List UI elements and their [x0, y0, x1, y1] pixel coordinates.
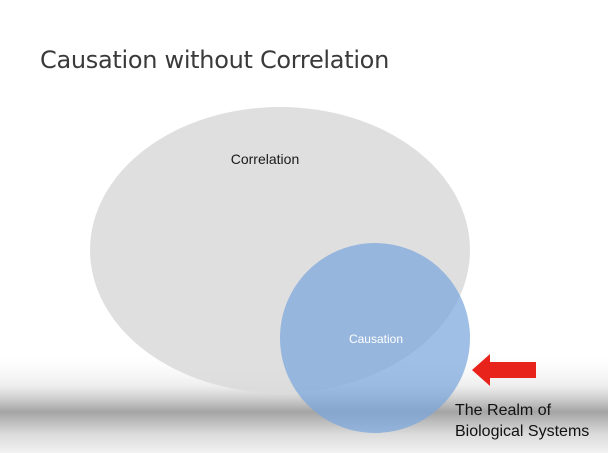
causation-label: Causation [349, 332, 403, 346]
slide-title: Causation without Correlation [40, 46, 389, 74]
correlation-label: Correlation [231, 151, 299, 167]
red-arrow-icon [472, 354, 536, 386]
callout-line-1: The Realm of [455, 402, 552, 419]
callout-line-2: Biological Systems [455, 423, 590, 440]
biological-systems-label: The Realm of Biological Systems [455, 400, 589, 442]
causation-circle [280, 243, 470, 433]
